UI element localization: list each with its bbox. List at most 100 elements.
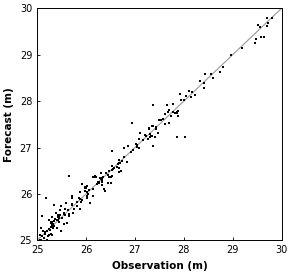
Point [98,171,103,175]
Point [41,229,46,233]
Point [83,186,87,190]
Point [56,213,61,217]
Point [116,166,121,170]
Point [64,200,68,205]
Point [50,215,55,219]
Point [91,194,95,198]
Point [148,134,152,139]
Point [257,25,262,30]
Point [198,79,202,84]
Point [91,175,95,179]
Point [122,155,126,159]
Point [264,16,269,20]
Point [48,225,53,229]
Point [149,134,153,139]
Point [150,134,155,138]
Point [90,187,95,191]
Point [218,69,222,74]
Point [211,76,215,80]
Point [97,179,101,184]
Point [183,94,188,98]
Point [93,174,98,178]
Point [121,146,126,150]
Point [100,175,105,180]
Point [282,9,287,13]
Point [110,166,115,171]
Point [44,238,49,243]
Point [67,211,72,216]
Point [52,203,56,207]
Point [49,221,54,225]
Point [78,206,82,211]
Point [179,98,184,103]
Point [43,232,47,236]
Point [190,90,195,94]
Point [134,142,138,146]
Point [99,178,104,182]
Point [101,187,106,191]
Point [262,35,266,39]
Point [57,219,62,224]
Point [150,123,155,128]
Point [265,24,270,29]
Point [76,196,81,200]
Point [51,226,55,230]
Point [186,89,191,93]
Point [173,110,177,115]
Point [79,182,84,186]
Point [47,233,51,237]
Point [62,213,67,218]
Point [280,4,285,9]
Point [106,169,111,173]
Point [131,148,135,152]
Point [71,207,76,211]
Point [58,207,62,212]
Point [178,92,182,96]
Point [85,190,90,194]
Point [39,226,44,230]
Point [143,134,148,138]
Point [182,97,186,102]
Point [100,182,105,187]
Point [74,200,79,204]
Point [62,222,66,226]
Point [48,220,53,224]
Point [70,202,75,206]
Point [80,198,84,202]
Point [51,219,56,223]
Point [74,204,79,208]
Point [253,41,257,46]
Point [49,225,54,229]
Point [150,124,154,128]
Point [54,218,59,222]
Point [58,212,62,217]
X-axis label: Observation (m): Observation (m) [112,261,207,271]
Point [111,165,116,170]
Point [265,21,270,26]
Point [46,234,50,238]
Point [44,196,48,201]
Point [146,136,151,141]
Point [96,180,100,184]
Point [109,148,114,153]
Point [117,161,121,165]
Point [110,163,114,168]
Point [42,236,47,241]
Point [39,238,44,243]
Point [105,172,110,177]
Point [84,195,89,200]
Point [239,46,244,51]
Point [154,127,159,131]
Point [47,227,52,231]
Point [120,159,125,163]
Point [115,165,119,169]
Point [124,160,129,164]
Point [141,138,145,142]
Point [56,214,61,218]
Point [96,180,101,185]
Point [103,171,108,175]
Point [110,174,114,178]
Point [51,223,56,228]
Point [47,228,52,232]
Point [45,229,50,233]
